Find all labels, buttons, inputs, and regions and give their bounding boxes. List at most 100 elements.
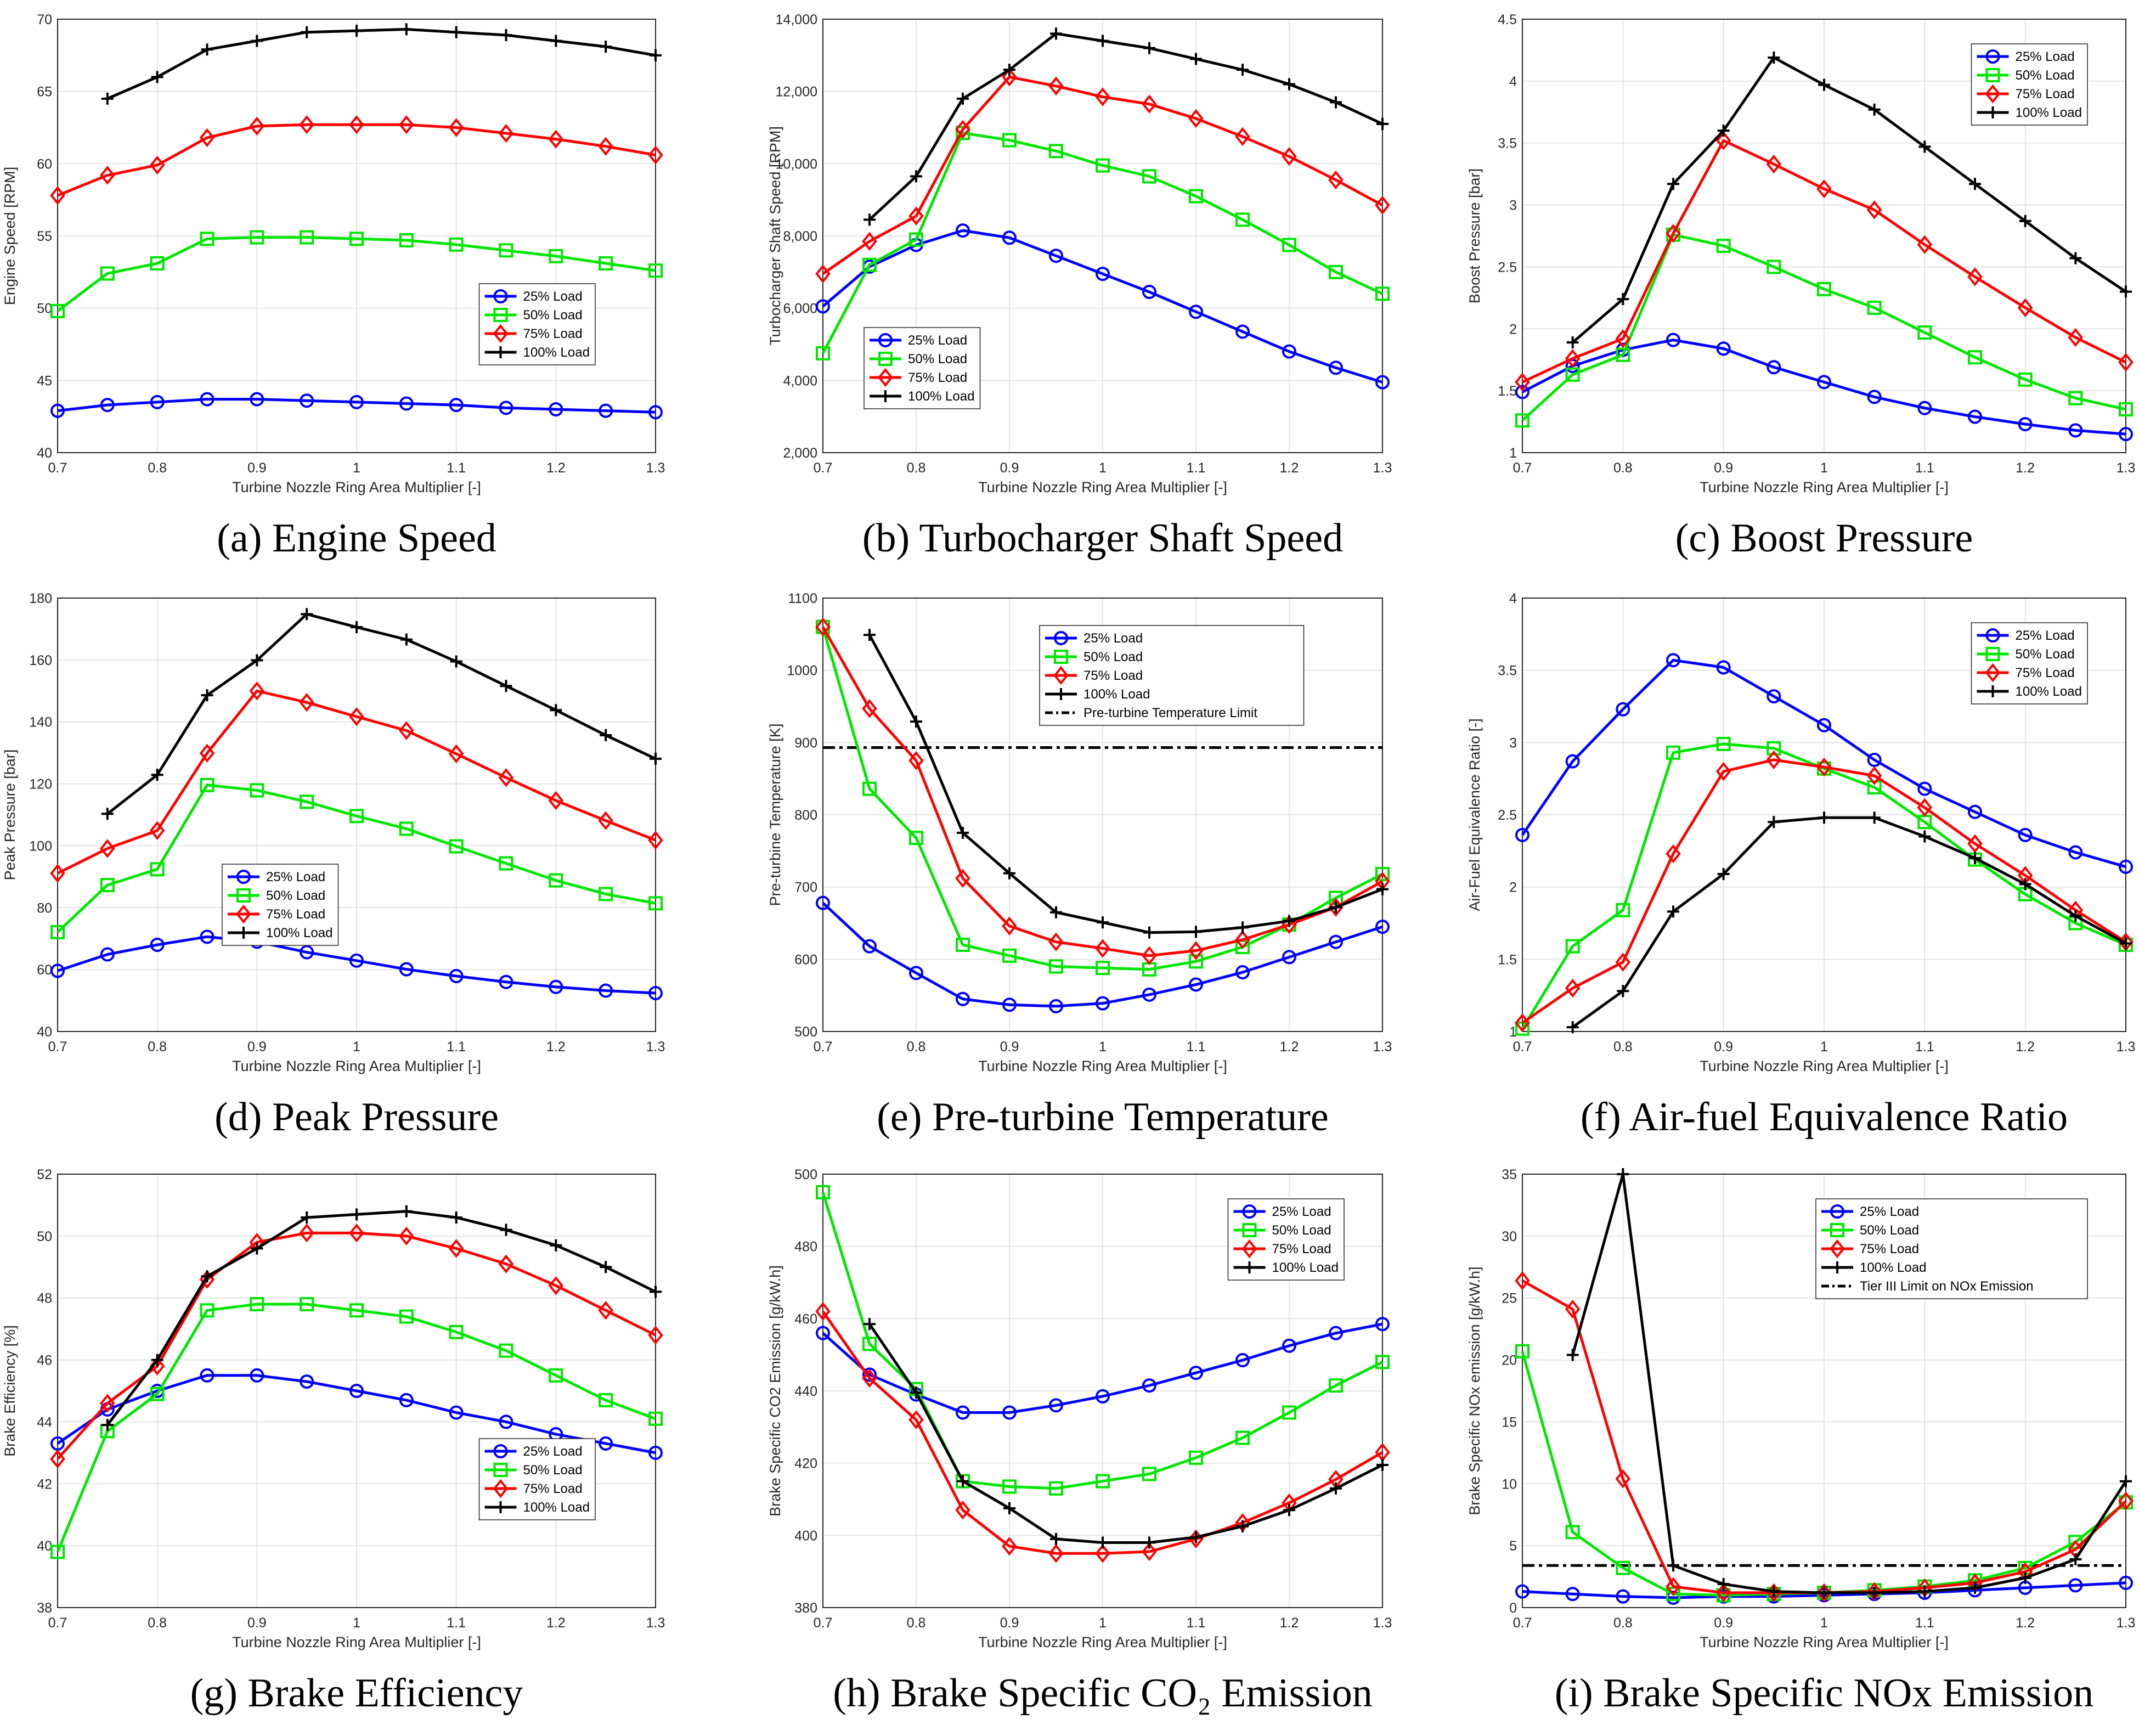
- data-point: [648, 896, 663, 911]
- series-line: [868, 32, 1384, 221]
- data-point: [548, 129, 564, 149]
- data-point: [1715, 131, 1731, 150]
- y-tick-label: 700: [794, 880, 817, 895]
- x-axis-label: Turbine Nozzle Ring Area Multiplier [-]: [232, 1058, 481, 1074]
- data-point: [1329, 264, 1343, 279]
- data-point: [1235, 324, 1250, 339]
- data-point: [1282, 1405, 1296, 1420]
- series-line: [57, 1374, 656, 1455]
- x-tick-label: 1.1: [1187, 460, 1206, 476]
- data-point: [1566, 1349, 1579, 1361]
- x-tick-label: 0.8: [1613, 460, 1633, 476]
- series-line: [57, 123, 656, 197]
- data-point: [1817, 718, 1831, 732]
- legend-marker: [1986, 106, 1999, 119]
- data-point: [400, 23, 413, 36]
- data-point: [1049, 144, 1063, 159]
- data-point: [1189, 954, 1203, 969]
- legend-label: 25% Load: [266, 870, 325, 884]
- data-point: [1818, 78, 1830, 91]
- legend-marker: [1242, 1223, 1257, 1237]
- data-point: [150, 938, 165, 952]
- data-point: [1867, 390, 1882, 404]
- data-point: [399, 1309, 414, 1324]
- data-point: [100, 398, 115, 413]
- legend: 25% Load 50% Load 75% Load 100% Load: [1971, 622, 2088, 704]
- y-tick-label: 5: [1509, 1538, 1517, 1554]
- data-point: [400, 633, 413, 646]
- axes-frame: [57, 1174, 656, 1608]
- data-point: [1565, 939, 1580, 954]
- data-point: [2118, 1491, 2134, 1511]
- data-point: [1002, 916, 1017, 935]
- data-point: [300, 393, 314, 408]
- data-point: [1375, 375, 1390, 390]
- y-tick-label: 120: [29, 777, 52, 792]
- legend-label: 50% Load: [1860, 1223, 1919, 1238]
- legend-label: 50% Load: [266, 888, 325, 903]
- data-point: [500, 1224, 512, 1236]
- data-point: [1515, 827, 1530, 842]
- data-point: [1142, 1378, 1156, 1393]
- data-point: [1376, 1458, 1389, 1471]
- legend-label: 50% Load: [523, 308, 583, 323]
- data-point: [1142, 94, 1157, 114]
- data-point: [150, 1386, 165, 1401]
- legend-label: 75% Load: [1272, 1242, 1331, 1256]
- series-50load: [50, 777, 663, 939]
- data-point: [1566, 336, 1579, 349]
- legend-marker: [1985, 84, 2001, 104]
- x-tick-label: 1.2: [2016, 1615, 2035, 1631]
- data-point: [2120, 285, 2132, 298]
- y-tick-label: 52: [37, 1167, 52, 1182]
- data-point: [1329, 1378, 1343, 1393]
- data-point: [956, 938, 970, 952]
- legend: 25% Load 50% Load 75% Load 100% Load Tier II…: [1815, 1198, 2088, 1299]
- data-point: [648, 1411, 663, 1426]
- series-line: [106, 27, 656, 100]
- chart-panel-i: 0.7 0.8 0.9 1 1.1 1.2 1.3 0 5 10 15 20 25 30 35 Turbine…: [1466, 1167, 2135, 1716]
- legend-marker: [1243, 1261, 1256, 1273]
- data-point: [1617, 1168, 1629, 1180]
- x-axis-label: Turbine Nozzle Ring Area Multiplier [-]: [1700, 479, 1949, 495]
- legend-marker: [1830, 1223, 1844, 1237]
- y-tick-label: 2: [1509, 322, 1517, 337]
- data-point: [1666, 653, 1680, 668]
- data-point: [349, 809, 364, 824]
- data-point: [500, 29, 512, 41]
- data-point: [1766, 360, 1781, 375]
- data-point: [151, 769, 163, 781]
- x-tick-label: 1: [1099, 1615, 1107, 1631]
- series-line: [1521, 742, 2126, 1030]
- y-tick-label: 25: [1502, 1291, 1517, 1306]
- data-point: [1866, 1582, 1882, 1601]
- data-point: [251, 654, 263, 667]
- data-point: [1142, 946, 1157, 965]
- series-50load: [50, 230, 663, 318]
- data-point: [1189, 1450, 1203, 1465]
- data-point: [1189, 977, 1203, 992]
- data-point: [1766, 154, 1782, 174]
- y-tick-label: 1: [1509, 446, 1517, 461]
- data-point: [1375, 1317, 1390, 1332]
- data-point: [1376, 117, 1389, 130]
- x-tick-label: 1: [1820, 1039, 1828, 1055]
- legend-label: 75% Load: [2016, 87, 2075, 102]
- data-point: [1666, 1577, 1681, 1596]
- y-tick-label: 12,000: [776, 84, 817, 100]
- legend-label: 100% Load: [1083, 687, 1150, 702]
- data-point: [299, 692, 314, 712]
- x-tick-label: 0.7: [1513, 1615, 1532, 1631]
- data-point: [1142, 987, 1156, 1002]
- data-point: [499, 974, 513, 989]
- data-point: [650, 1286, 662, 1298]
- data-point: [599, 403, 613, 418]
- x-tick-label: 1.1: [1915, 1039, 1934, 1055]
- data-point: [648, 405, 663, 420]
- data-point: [1867, 752, 1882, 767]
- y-tick-label: 3: [1509, 198, 1517, 213]
- data-point: [150, 862, 165, 877]
- y-tick-label: 3.5: [1498, 136, 1517, 151]
- data-point: [300, 1374, 314, 1389]
- y-tick-label: 400: [794, 1528, 817, 1543]
